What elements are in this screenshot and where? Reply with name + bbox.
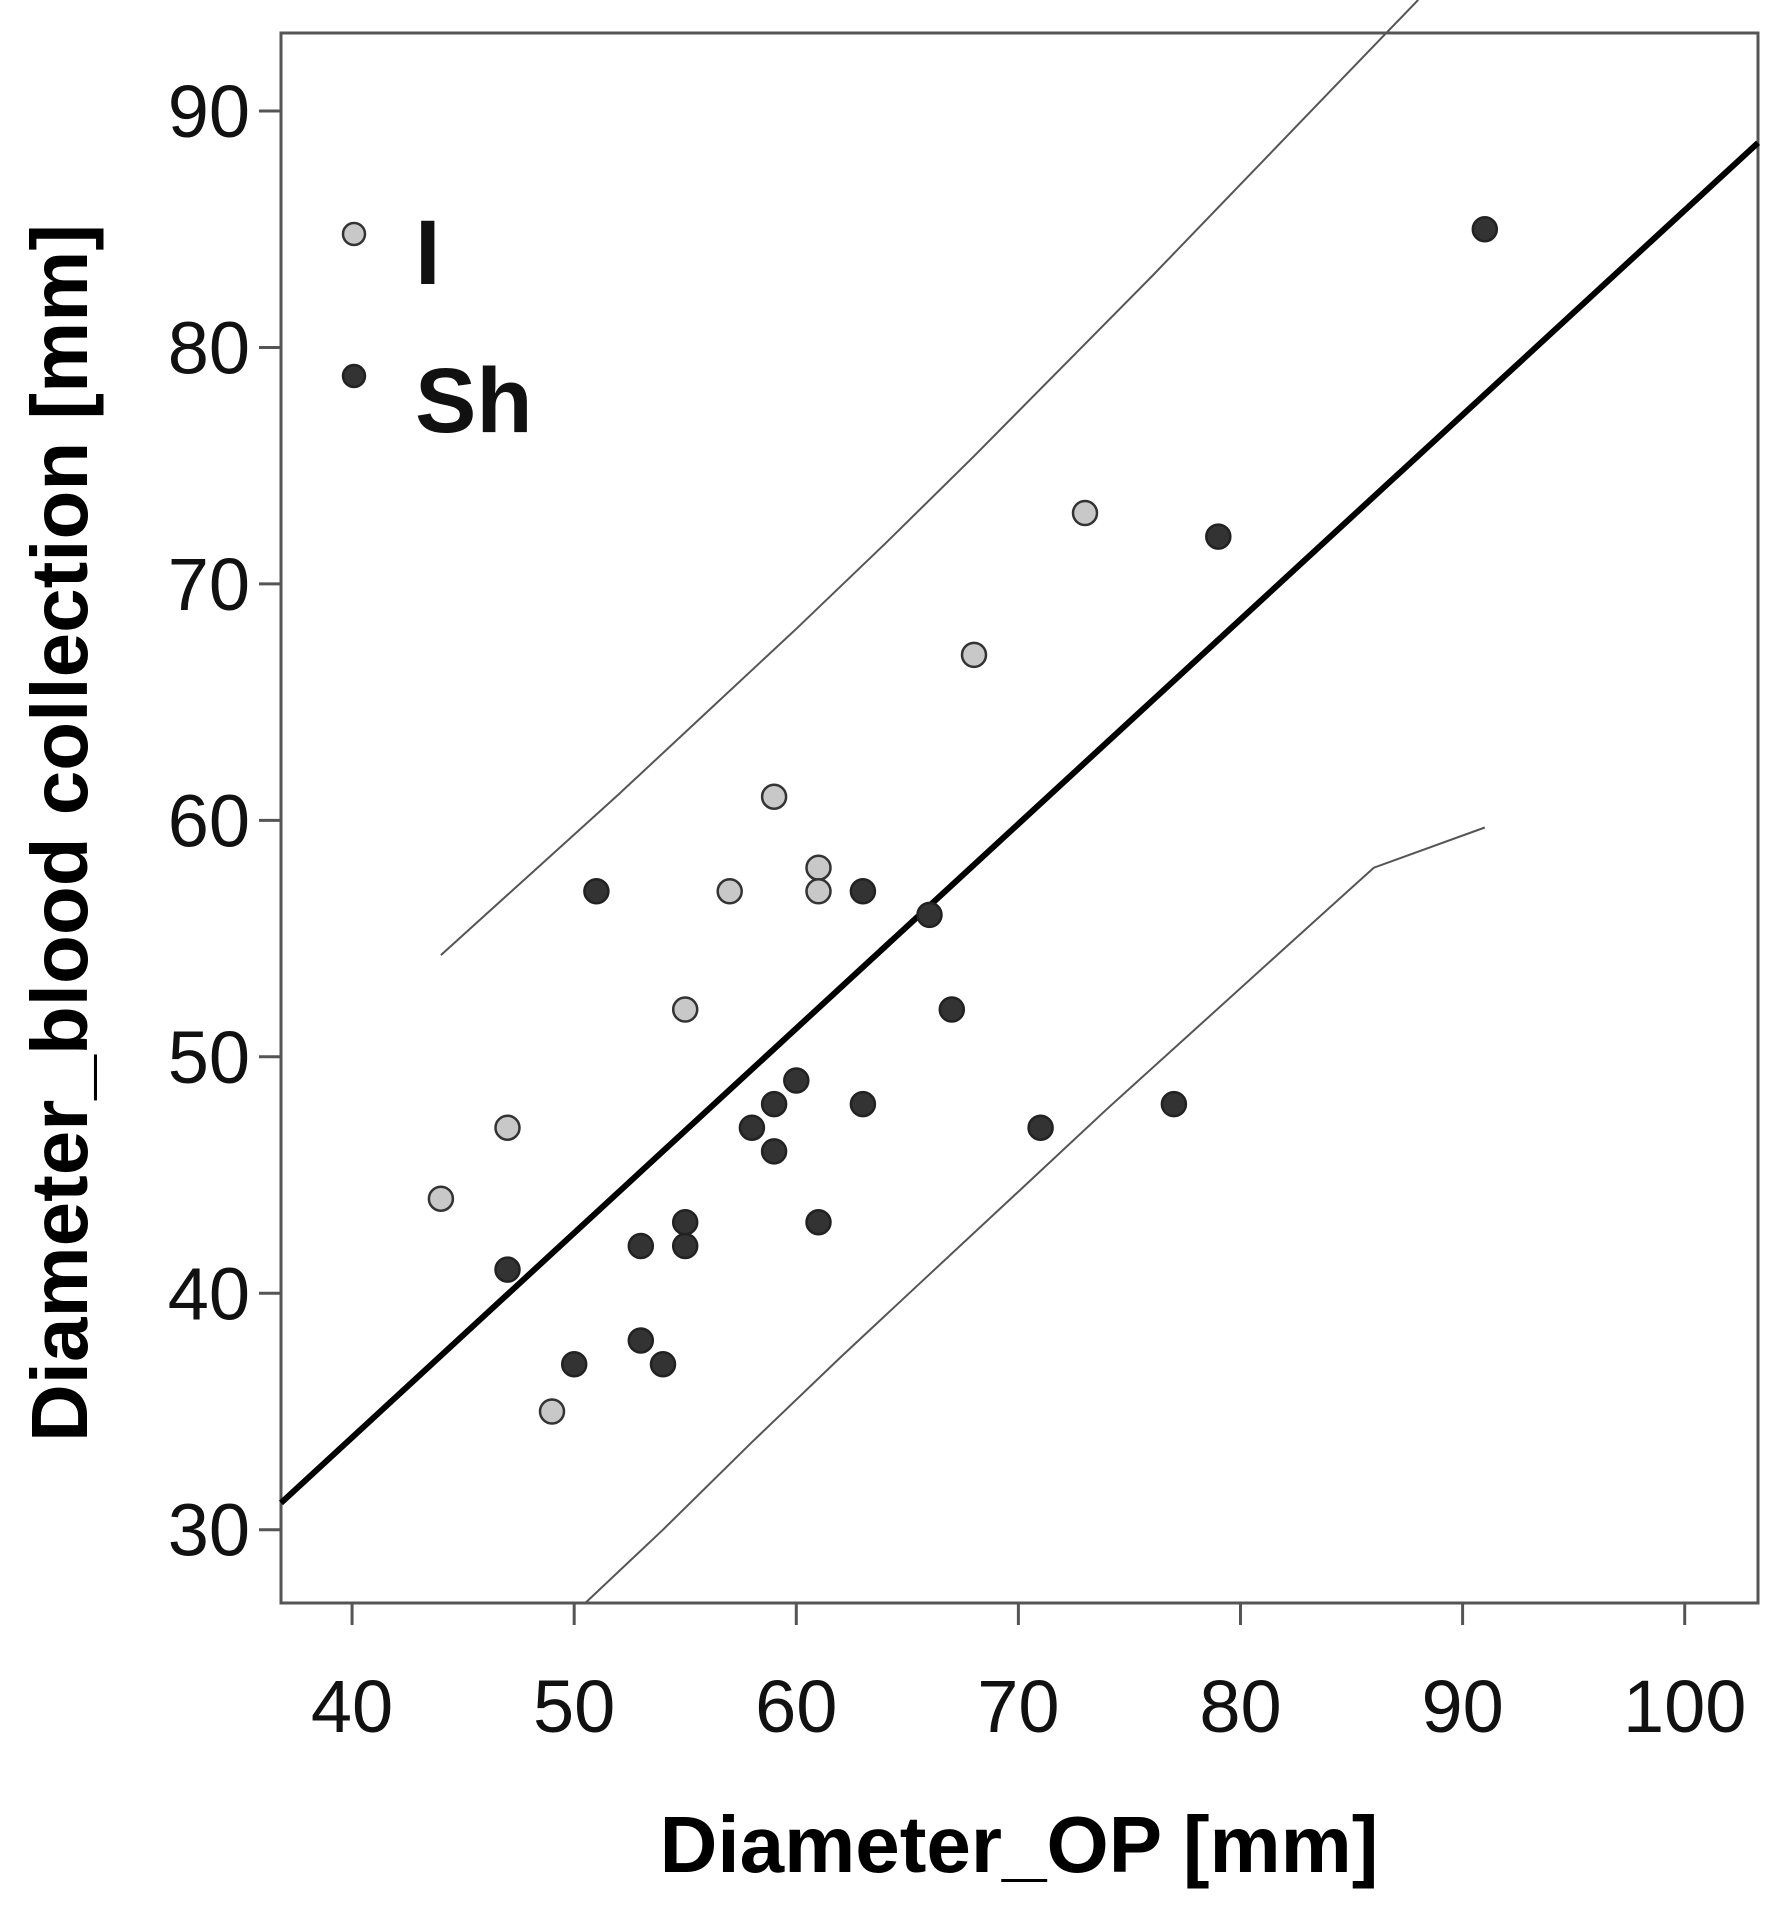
point-Sh-12 xyxy=(805,1209,832,1236)
x-tick-label-70: 70 xyxy=(977,1665,1059,1748)
y-axis-title: Diameter_blood collection [mm] xyxy=(15,224,104,1442)
x-tick-label-50: 50 xyxy=(533,1665,615,1748)
point-Sh-2 xyxy=(583,878,610,905)
point-Sh-18 xyxy=(1160,1090,1188,1118)
point-I-9 xyxy=(1071,499,1099,527)
point-Sh-10 xyxy=(760,1138,788,1165)
point-Sh-7 xyxy=(671,1232,699,1260)
point-Sh-14 xyxy=(849,1090,877,1118)
band-line-upper xyxy=(440,0,1419,956)
point-Sh-1 xyxy=(560,1350,588,1378)
point-Sh-8 xyxy=(738,1114,766,1141)
point-Sh-15 xyxy=(916,901,943,929)
x-tick-label-90: 90 xyxy=(1421,1665,1503,1748)
y-tick-label-30: 30 xyxy=(168,1489,250,1572)
point-Sh-9 xyxy=(760,1090,788,1118)
legend-label-Sh: Sh xyxy=(415,350,533,452)
point-I-0 xyxy=(427,1185,455,1212)
point-Sh-16 xyxy=(938,996,966,1023)
point-Sh-4 xyxy=(627,1327,655,1354)
point-I-3 xyxy=(671,996,699,1023)
x-tick-label-100: 100 xyxy=(1623,1665,1746,1748)
fit-line xyxy=(278,140,1761,1506)
point-I-1 xyxy=(494,1114,521,1141)
x-tick-label-80: 80 xyxy=(1199,1665,1281,1748)
y-tick-label-40: 40 xyxy=(168,1252,250,1335)
point-Sh-13 xyxy=(849,878,877,905)
plot-area xyxy=(279,31,1760,1605)
y-tick-label-80: 80 xyxy=(168,306,250,389)
y-tick-label-50: 50 xyxy=(168,1016,250,1099)
x-tick-label-40: 40 xyxy=(311,1665,393,1748)
point-I-4 xyxy=(716,878,743,905)
x-tick-label-60: 60 xyxy=(755,1665,837,1748)
point-Sh-3 xyxy=(627,1232,655,1260)
point-Sh-6 xyxy=(671,1209,699,1236)
x-axis-title: Diameter_OP [mm] xyxy=(660,1800,1379,1889)
point-I-2 xyxy=(538,1398,566,1425)
fit-line-layer xyxy=(278,140,1761,1506)
data-points xyxy=(427,216,1499,1425)
prediction-band-lines xyxy=(440,0,1486,1604)
y-tick-label-70: 70 xyxy=(168,543,250,626)
point-Sh-17 xyxy=(1027,1114,1054,1141)
legend-marker-I xyxy=(341,221,367,247)
point-Sh-11 xyxy=(783,1067,810,1094)
point-Sh-5 xyxy=(649,1350,677,1378)
point-Sh-20 xyxy=(1471,216,1499,243)
point-I-7 xyxy=(805,878,832,905)
point-I-8 xyxy=(960,641,988,669)
legend-marker-Sh xyxy=(341,363,367,389)
point-Sh-0 xyxy=(494,1256,521,1283)
point-I-6 xyxy=(805,854,832,881)
legend: I Sh xyxy=(341,202,533,452)
y-tick-label-90: 90 xyxy=(168,70,250,153)
band-line-lower xyxy=(584,826,1486,1604)
legend-label-I: I xyxy=(415,202,441,304)
point-Sh-19 xyxy=(1205,523,1232,550)
y-tick-label-60: 60 xyxy=(168,779,250,862)
y-axis-ticks: 30 40 50 60 70 80 90 xyxy=(168,70,281,1572)
point-I-5 xyxy=(760,783,788,810)
x-axis-ticks: 40 50 60 70 80 90 100 xyxy=(311,1603,1746,1748)
